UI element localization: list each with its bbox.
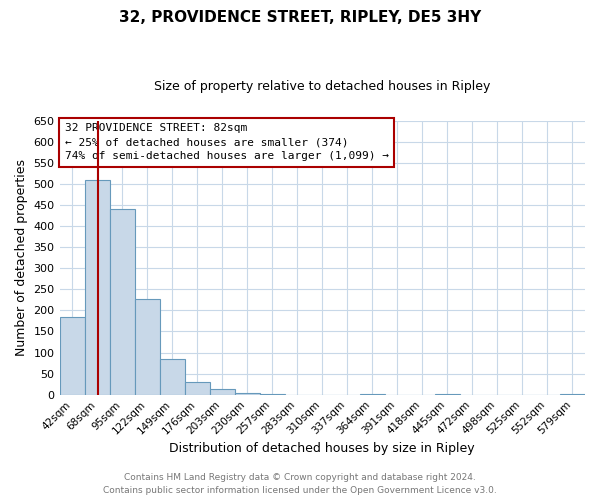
- Bar: [209, 389, 235, 394]
- Bar: [110, 209, 134, 394]
- Bar: [160, 359, 185, 394]
- Bar: [185, 382, 209, 394]
- Text: 32, PROVIDENCE STREET, RIPLEY, DE5 3HY: 32, PROVIDENCE STREET, RIPLEY, DE5 3HY: [119, 10, 481, 25]
- Bar: [235, 392, 260, 394]
- Y-axis label: Number of detached properties: Number of detached properties: [15, 159, 28, 356]
- X-axis label: Distribution of detached houses by size in Ripley: Distribution of detached houses by size …: [169, 442, 475, 455]
- Bar: [134, 298, 160, 394]
- Text: 32 PROVIDENCE STREET: 82sqm
← 25% of detached houses are smaller (374)
74% of se: 32 PROVIDENCE STREET: 82sqm ← 25% of det…: [65, 124, 389, 162]
- Bar: [59, 316, 85, 394]
- Text: Contains HM Land Registry data © Crown copyright and database right 2024.
Contai: Contains HM Land Registry data © Crown c…: [103, 474, 497, 495]
- Title: Size of property relative to detached houses in Ripley: Size of property relative to detached ho…: [154, 80, 490, 93]
- Bar: [85, 180, 110, 394]
